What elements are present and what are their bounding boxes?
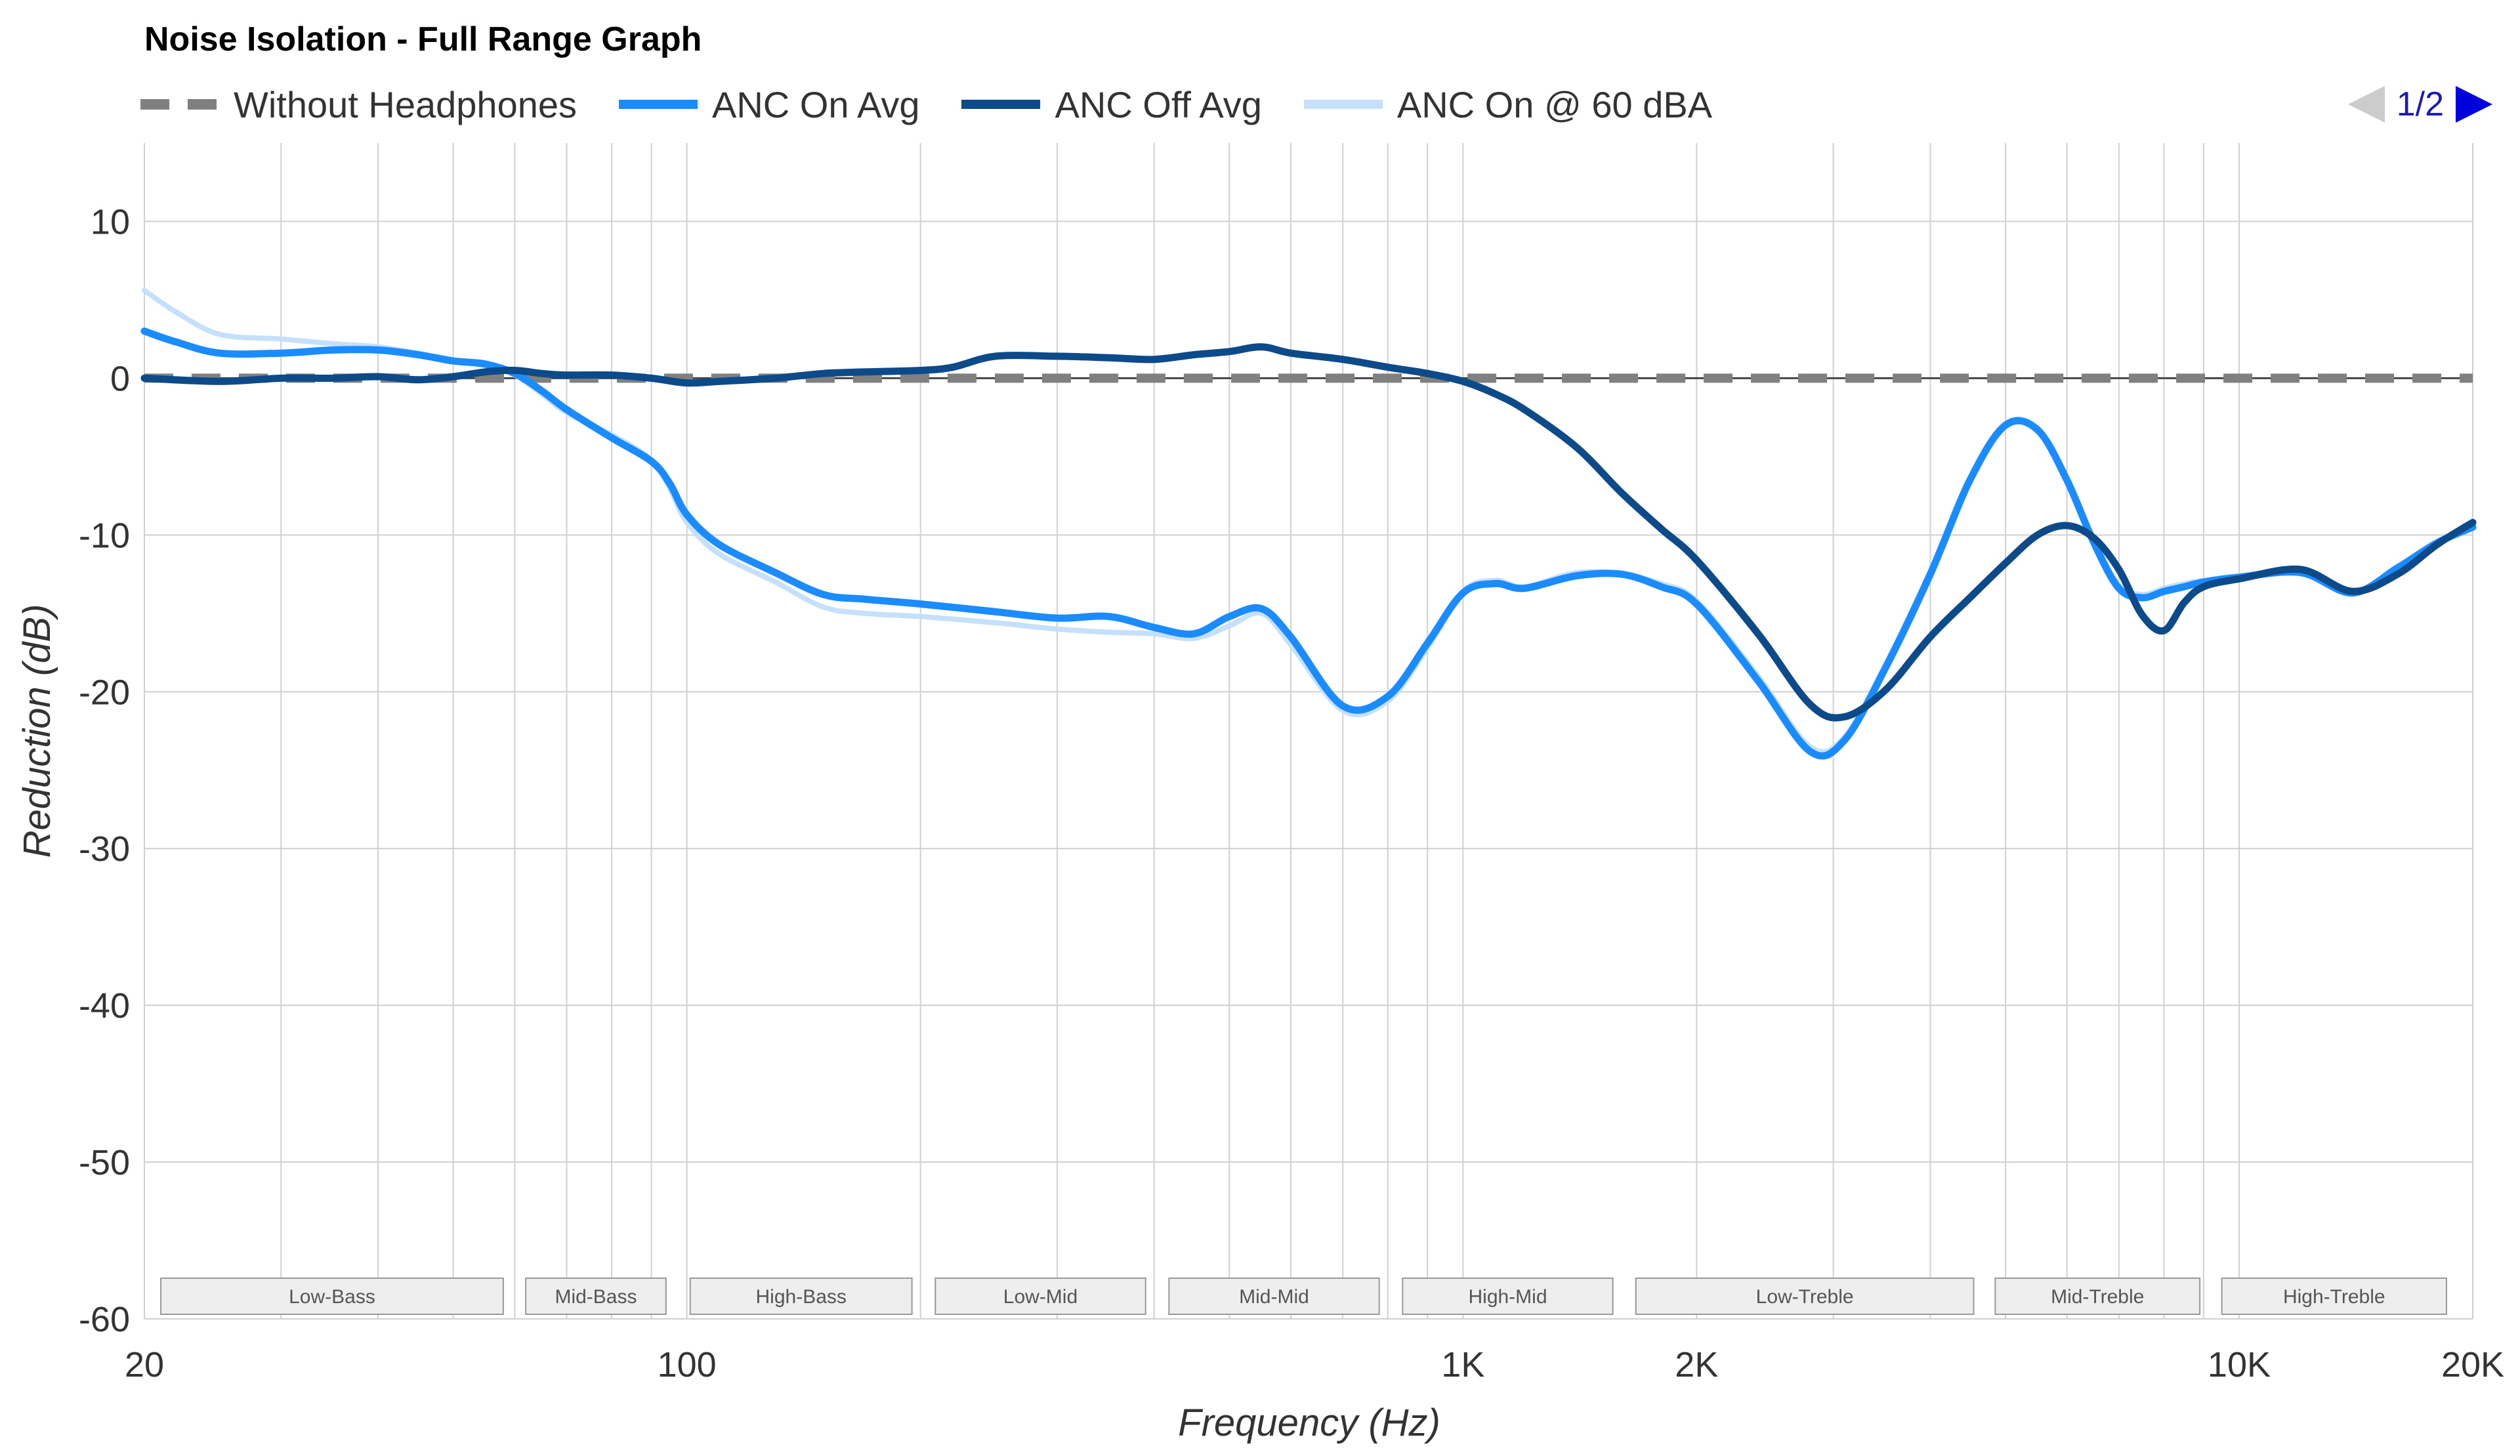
band-box-rect: [934, 1278, 1146, 1315]
band-box-rect: [689, 1278, 913, 1315]
legend-label: ANC On Avg: [712, 83, 920, 125]
y-tick-label: -40: [79, 986, 130, 1026]
legend-item-anc-on-avg[interactable]: ANC On Avg: [619, 83, 919, 126]
legend-item-anc-off-avg[interactable]: ANC Off Avg: [961, 83, 1262, 126]
legend-swatch-line: [1303, 100, 1383, 109]
legend-swatch-line: [619, 100, 698, 109]
band-label: Mid-Treble: [2051, 1286, 2144, 1308]
grid-layer: [144, 143, 2473, 1320]
band-label: High-Mid: [1468, 1286, 1547, 1308]
legend-label: ANC Off Avg: [1055, 83, 1262, 125]
legend-item-anc-on-60dba[interactable]: ANC On @ 60 dBA: [1303, 83, 1713, 126]
band-label: Low-Mid: [1003, 1286, 1078, 1308]
pager-next-arrow-icon[interactable]: [2456, 86, 2492, 123]
chart-legend: Without Headphones ANC On Avg ANC Off Av…: [140, 81, 1712, 127]
series-line-anc-on-avg[interactable]: [140, 327, 2477, 760]
band-box-rect: [1402, 1278, 1614, 1315]
band-box: High-Mid: [1402, 1278, 1614, 1315]
x-tick-label: 2K: [1675, 1345, 1718, 1384]
band-label: High-Bass: [756, 1286, 847, 1308]
legend-swatch-dashed: [140, 99, 219, 110]
y-tick-label: -60: [79, 1300, 130, 1339]
band-box: Low-Bass: [160, 1278, 504, 1315]
band-box-rect: [1168, 1278, 1380, 1315]
y-tick-label: -50: [79, 1143, 130, 1182]
x-axis-title: Frequency (Hz): [1178, 1402, 1440, 1444]
y-tick-label: 10: [91, 202, 130, 241]
band-label: Low-Treble: [1756, 1286, 1854, 1308]
band-label: Mid-Mid: [1239, 1286, 1309, 1308]
band-layer: Low-Bass Mid-Bass High-Bass Low-Mid Mid-Mid H…: [160, 1278, 2447, 1315]
y-tick-label: -10: [79, 516, 130, 555]
x-tick-label: 100: [658, 1345, 717, 1384]
chart-title: Noise Isolation - Full Range Graph: [144, 20, 702, 58]
legend-item-without-headphones[interactable]: Without Headphones: [140, 83, 577, 126]
band-box: High-Treble: [2221, 1278, 2447, 1315]
band-box: High-Bass: [689, 1278, 913, 1315]
x-tick-label: 20: [125, 1345, 164, 1384]
band-box-rect: [2221, 1278, 2447, 1315]
band-box: Mid-Mid: [1168, 1278, 1380, 1315]
band-box: Mid-Treble: [1994, 1278, 2201, 1315]
y-axis-title: Reduction (dB): [16, 604, 58, 858]
legend-label: Without Headphones: [234, 83, 578, 125]
band-label: Mid-Bass: [555, 1286, 637, 1308]
series-line-anc-off-avg[interactable]: [140, 343, 2477, 722]
x-tick-label: 20K: [2441, 1345, 2504, 1384]
y-tick-label: -20: [79, 673, 130, 712]
band-box: Mid-Bass: [525, 1278, 667, 1315]
y-tick-label: 0: [110, 359, 130, 398]
pager-page-text: 1/2: [2396, 85, 2444, 123]
band-box-rect: [1994, 1278, 2201, 1315]
series-line-anc-on-60-dba[interactable]: [142, 287, 2475, 755]
series-layer: [140, 287, 2477, 760]
band-box: Low-Treble: [1635, 1278, 1975, 1315]
legend-swatch-line: [961, 100, 1041, 109]
band-label: Low-Bass: [289, 1286, 375, 1308]
band-box-rect: [1635, 1278, 1975, 1315]
legend-label: ANC On @ 60 dBA: [1396, 83, 1713, 125]
pager-prev-arrow-icon[interactable]: [2347, 86, 2385, 123]
band-label: High-Treble: [2283, 1286, 2385, 1308]
x-tick-label: 10K: [2208, 1345, 2271, 1384]
band-box: Low-Mid: [934, 1278, 1146, 1315]
x-tick-label: 1K: [1441, 1345, 1484, 1384]
band-box-rect: [525, 1278, 667, 1315]
band-box-rect: [160, 1278, 504, 1315]
legend-pager: 1/2: [2347, 83, 2492, 126]
y-tick-label: -30: [79, 829, 130, 869]
